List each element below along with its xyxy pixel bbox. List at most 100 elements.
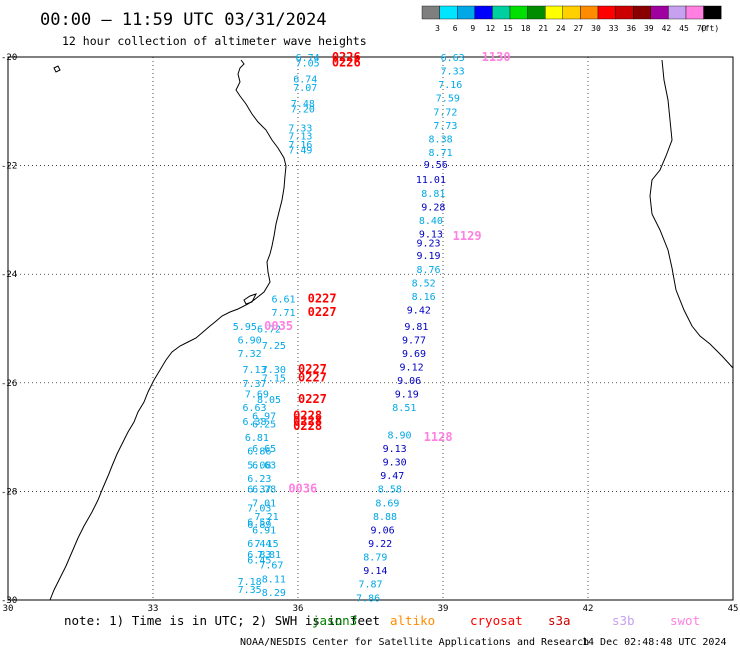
legend-tick-label: 12 — [486, 24, 496, 33]
wave-height-label: 8.76 — [416, 265, 440, 276]
lat-tick-label: -24 — [1, 270, 17, 280]
satellite-name: s3b — [612, 613, 635, 628]
legend-swatch — [421, 5, 440, 20]
wave-height-label: 7.20 — [291, 105, 315, 116]
wave-height-label: 6.74 — [296, 53, 320, 64]
legend-swatch — [597, 5, 616, 20]
wave-height-label: 6.61 — [271, 295, 295, 306]
wave-height-label: 5.08 — [247, 460, 271, 471]
wave-height-label: 7.73 — [433, 121, 457, 132]
wave-height-label: 8.71 — [429, 148, 453, 159]
legend-tick-label: 42 — [662, 24, 672, 33]
wave-height-label: 6.45 — [247, 555, 271, 566]
pass-time-label: 1128 — [424, 430, 453, 444]
wave-height-label: 5.95 — [233, 322, 257, 333]
lon-tick-label: 39 — [438, 604, 449, 614]
wave-height-label: 9.06 — [371, 525, 395, 536]
island-outline — [53, 65, 61, 73]
wave-height-label: 6.83 — [247, 550, 271, 561]
wave-height-label: 9.28 — [421, 202, 445, 213]
legend-tick-label: 21 — [538, 24, 548, 33]
wave-height-label: 6.97 — [252, 411, 276, 422]
lon-tick-label: 33 — [148, 604, 159, 614]
wave-height-label: 7.72 — [433, 107, 457, 118]
pass-time-label: 0036 — [288, 482, 317, 496]
wave-height-label: 9.47 — [380, 471, 404, 482]
wave-height-label: 7.16 — [288, 140, 312, 151]
wave-height-label: 7.71 — [271, 308, 295, 319]
footer-note: note: 1) Time is in UTC; 2) SWH is in fe… — [64, 613, 380, 628]
map-frame — [7, 56, 734, 601]
wave-height-label: 9.13 — [383, 444, 407, 455]
legend-swatch — [650, 5, 669, 20]
legend-tick-label: 45 — [679, 24, 689, 33]
wave-height-label: 7.37 — [242, 379, 266, 390]
wave-height-label: 7.35 — [238, 585, 262, 596]
pass-time-label: 0228 — [293, 414, 322, 428]
wave-height-label: 6.44 — [247, 539, 271, 550]
wave-height-label: 8.81 — [421, 189, 445, 200]
pass-time-label: 0035 — [264, 319, 293, 333]
wave-height-label: 9.77 — [402, 335, 426, 346]
wave-height-label: 7.69 — [245, 390, 269, 401]
wave-height-label: 7.01 — [252, 498, 276, 509]
wave-height-label: 8.05 — [257, 395, 281, 406]
legend-swatch — [474, 5, 493, 20]
legend-swatch — [703, 5, 722, 20]
madagascar-coastline — [649, 59, 734, 369]
wave-height-label: 6.90 — [238, 335, 262, 346]
lon-tick-label: 30 — [3, 604, 14, 614]
wave-height-label: 9.14 — [363, 566, 387, 577]
wave-height-label: 7.15 — [255, 539, 279, 550]
wave-height-label: 8.69 — [375, 498, 399, 509]
wave-height-label: 9.81 — [404, 322, 428, 333]
wave-height-label: 9.19 — [416, 251, 440, 262]
pass-time-label: 1129 — [453, 229, 482, 243]
map-subtitle: 12 hour collection of altimeter wave hei… — [62, 34, 367, 48]
wave-height-label: 6.81 — [245, 433, 269, 444]
pass-time-label: 0227 — [298, 370, 327, 384]
legend-tick-label: 30 — [591, 24, 601, 33]
legend-swatch — [527, 5, 546, 20]
pass-time-label: 0228 — [293, 419, 322, 433]
legend-swatch — [439, 5, 458, 20]
wave-height-label: 7.32 — [238, 349, 262, 360]
wave-height-label: 6.86 — [247, 447, 271, 458]
wave-height-label: 9.69 — [402, 349, 426, 360]
wave-height-label: 9.22 — [368, 539, 392, 550]
pass-time-label: 0228 — [293, 408, 322, 422]
legend-swatch — [615, 5, 634, 20]
wave-height-label: 7.86 — [356, 593, 380, 604]
legend-tick-label: 70 — [697, 24, 707, 33]
wave-height-label: 7.67 — [259, 561, 283, 572]
pass-time-label: 0227 — [298, 392, 327, 406]
lat-tick-label: -20 — [1, 53, 17, 63]
pass-time-label: 1130 — [482, 50, 511, 64]
lat-tick-label: -26 — [1, 379, 17, 389]
legend-tick-label: 9 — [470, 24, 475, 33]
lon-tick-label: 42 — [583, 604, 594, 614]
legend-tick-label: 24 — [556, 24, 566, 33]
wave-height-label: 8.38 — [429, 134, 453, 145]
coastline — [49, 59, 734, 601]
wave-height-label: 8.90 — [387, 430, 411, 441]
wave-height-label: 9.42 — [407, 305, 431, 316]
wave-height-label: 7.03 — [247, 504, 271, 515]
wave-height-label: 7.33 — [441, 67, 465, 78]
timestamp-text: 14 Dec 02:48:48 UTC 2024 — [582, 637, 727, 648]
wave-height-label: 6.72 — [257, 325, 281, 336]
wave-height-label: 8.51 — [392, 403, 416, 414]
wave-height-label: 7.30 — [262, 365, 286, 376]
wave-height-label: 9.23 — [416, 239, 440, 250]
color-legend: 3 6 9 12 15 18 21 24 27 30 33 36 39 42 45 70(ft) — [421, 5, 722, 33]
wave-height-label: 8.88 — [373, 512, 397, 523]
wave-height-label: 7.49 — [288, 145, 312, 156]
legend-swatch — [668, 5, 687, 20]
wave-height-label: 7.18 — [238, 577, 262, 588]
wave-height-label: 7.48 — [291, 99, 315, 110]
wave-height-label: 11.01 — [416, 175, 446, 186]
wave-height-label: 7.59 — [436, 94, 460, 105]
